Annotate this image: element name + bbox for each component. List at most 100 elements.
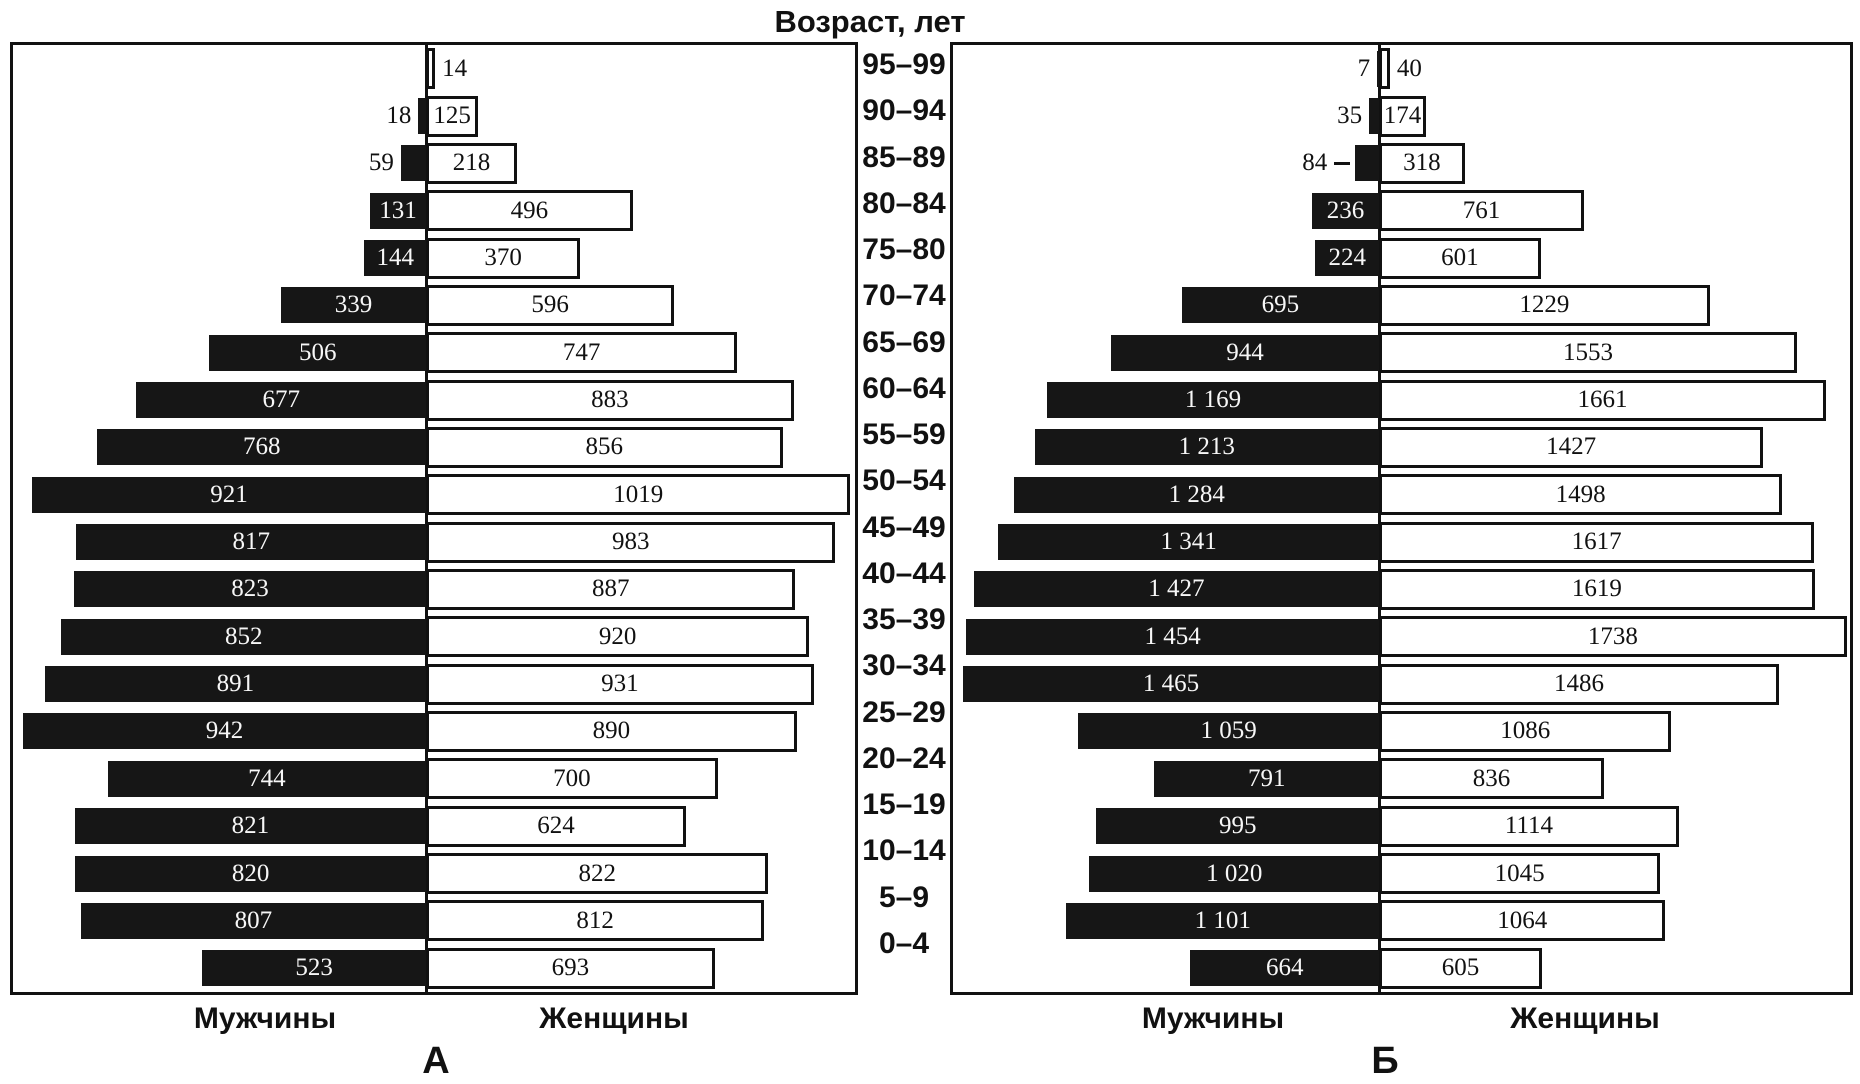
- women-bar-with-value: 1064: [1379, 900, 1666, 942]
- men-half: 1 020: [953, 850, 1380, 897]
- pyramid-row: 744 700: [13, 755, 855, 802]
- women-bar-with-value: 1553: [1379, 332, 1797, 374]
- age-group-label: 50–54: [862, 464, 946, 498]
- men-half: 523: [13, 945, 427, 992]
- pyramid-row: 7 40: [953, 45, 1850, 92]
- panel-a-rows: 14 18 125 59 218 131 496 144 370 339 596 506 747 677 8…: [13, 45, 855, 992]
- panel-a-men-axis-label: Мужчины: [193, 1002, 337, 1035]
- men-half: 807: [13, 897, 427, 944]
- men-bar-with-value: 224: [1315, 240, 1380, 277]
- women-value-label: 40: [1396, 54, 1422, 82]
- men-half: 921: [13, 471, 427, 518]
- women-half: 761: [1379, 187, 1850, 234]
- women-half: 836: [1379, 755, 1850, 802]
- age-group-label: 45–49: [862, 510, 946, 544]
- men-half: 891: [13, 660, 427, 707]
- age-group-label: 75–80: [862, 233, 946, 267]
- pyramid-row: 523 693: [13, 945, 855, 992]
- women-half: 887: [426, 566, 855, 613]
- age-group-label: 25–29: [862, 695, 946, 729]
- men-half: 1 341: [953, 518, 1380, 565]
- women-half: 1486: [1379, 660, 1850, 707]
- men-half: 820: [13, 850, 427, 897]
- men-half: 35: [953, 92, 1380, 139]
- women-half: 1738: [1379, 613, 1850, 660]
- women-value-label: 14: [442, 54, 468, 82]
- age-group-label: 10–14: [862, 834, 946, 868]
- women-bar: [426, 48, 436, 90]
- women-bar-with-value: 1086: [1379, 710, 1672, 752]
- women-half: 1427: [1379, 424, 1850, 471]
- women-half: 1019: [426, 471, 855, 518]
- men-half: 1 169: [953, 376, 1380, 423]
- age-group-label: 0–4: [878, 926, 930, 960]
- age-group-label: 20–24: [862, 741, 946, 775]
- men-bar-with-value: 807: [80, 902, 427, 939]
- men-bar-with-value: 1 465: [962, 666, 1380, 703]
- women-bar-with-value: 496: [426, 190, 633, 232]
- men-half: 7: [953, 45, 1380, 92]
- men-bar-with-value: 339: [280, 287, 427, 324]
- panel-b-women-axis-label: Женщины: [1510, 1002, 1660, 1035]
- men-bar: [1355, 145, 1380, 182]
- men-bar-with-value: 1 059: [1078, 713, 1380, 750]
- women-half: 218: [426, 140, 855, 187]
- women-bar-with-value: 883: [426, 379, 794, 421]
- women-half: 14: [426, 45, 855, 92]
- women-half: 1045: [1379, 850, 1850, 897]
- men-half: 695: [953, 282, 1380, 329]
- leader-line: [1334, 161, 1351, 165]
- men-bar-with-value: 1 341: [998, 524, 1380, 561]
- women-half: 601: [1379, 234, 1850, 281]
- women-half: 596: [426, 282, 855, 329]
- men-bar-with-value: 131: [370, 192, 427, 229]
- men-half: 1 213: [953, 424, 1380, 471]
- pyramid-row: 1 213 1427: [953, 424, 1850, 471]
- men-half: 339: [13, 282, 427, 329]
- women-bar-with-value: 747: [426, 332, 738, 374]
- men-bar-with-value: 1 454: [966, 618, 1380, 655]
- pyramid-row: 944 1553: [953, 329, 1850, 376]
- women-half: 496: [426, 187, 855, 234]
- pyramid-row: 59 218: [13, 140, 855, 187]
- women-bar-with-value: 1661: [1379, 379, 1827, 421]
- men-half: 236: [953, 187, 1380, 234]
- pyramid-row: 921 1019: [13, 471, 855, 518]
- women-bar-with-value: 1019: [426, 474, 851, 516]
- men-half: 821: [13, 803, 427, 850]
- pyramid-row: 768 856: [13, 424, 855, 471]
- women-bar-with-value: 125: [426, 95, 479, 137]
- women-half: 1619: [1379, 566, 1850, 613]
- men-bar-with-value: 523: [202, 950, 427, 987]
- women-half: 624: [426, 803, 855, 850]
- women-half: 1661: [1379, 376, 1850, 423]
- men-bar-with-value: 1 169: [1047, 382, 1380, 419]
- pyramid-row: 339 596: [13, 282, 855, 329]
- women-half: 1114: [1379, 803, 1850, 850]
- pyramid-row: 891 931: [13, 660, 855, 707]
- women-half: 1064: [1379, 897, 1850, 944]
- men-half: 744: [13, 755, 427, 802]
- women-bar: [1379, 48, 1390, 90]
- women-bar-with-value: 812: [426, 900, 765, 942]
- pyramid-row: 236 761: [953, 187, 1850, 234]
- women-half: 856: [426, 424, 855, 471]
- women-bar-with-value: 887: [426, 568, 796, 610]
- age-group-label: 80–84: [862, 186, 946, 220]
- panel-a-letter: А: [422, 1040, 450, 1082]
- pyramid-row: 1 465 1486: [953, 660, 1850, 707]
- age-group-label: 90–94: [862, 94, 946, 128]
- men-bar-with-value: 921: [31, 476, 427, 513]
- men-value-label: 59: [368, 149, 394, 177]
- men-half: 677: [13, 376, 427, 423]
- men-half: 1 101: [953, 897, 1380, 944]
- men-bar-with-value: 820: [75, 855, 427, 892]
- pyramid-row: 131 496: [13, 187, 855, 234]
- age-group-label: 95–99: [862, 48, 946, 82]
- women-bar-with-value: 1619: [1379, 568, 1815, 610]
- age-group-label: 5–9: [878, 880, 930, 914]
- men-bar-with-value: 744: [107, 760, 427, 797]
- men-half: 768: [13, 424, 427, 471]
- men-half: 84: [953, 140, 1380, 187]
- pyramid-row: 823 887: [13, 566, 855, 613]
